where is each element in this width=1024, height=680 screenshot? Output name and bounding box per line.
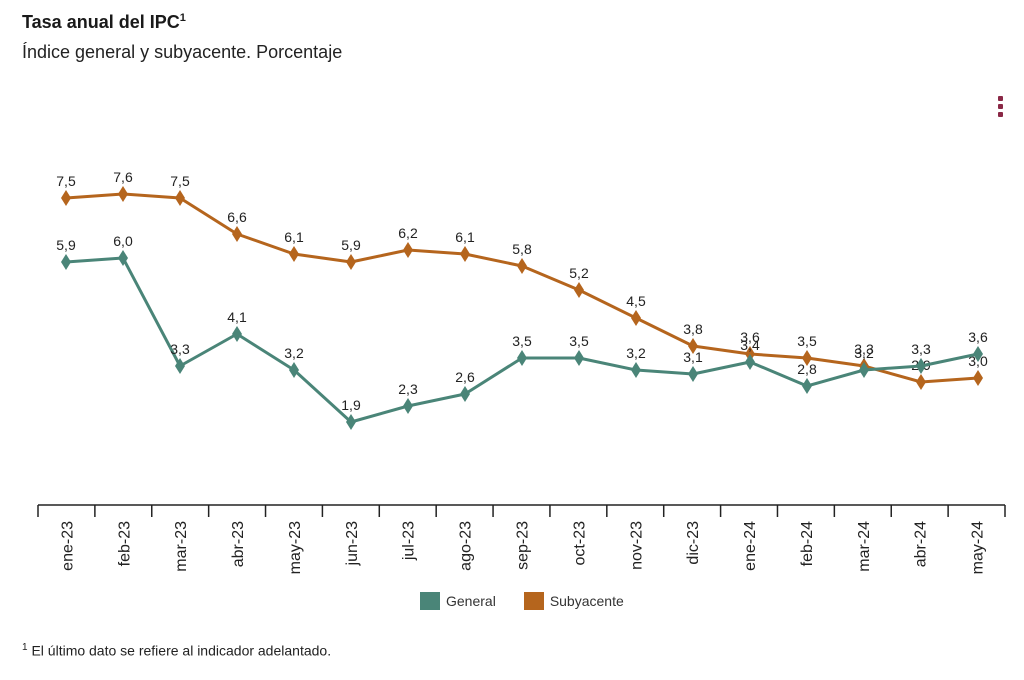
line-chart: ene-23 feb-23 mar-23 abr-23 may-23 jun-23 jul-… [37,169,1006,574]
data-label-subyacente: 3,5 [797,333,817,349]
data-point-general[interactable] [232,326,242,342]
data-point-general[interactable] [859,362,869,378]
data-point-general[interactable] [688,366,698,382]
chart-title: Tasa anual del IPC1 [22,12,186,32]
data-label-general: 2,8 [797,361,817,377]
x-tick-label: jul-23 [401,521,418,561]
data-label-subyacente: 6,2 [398,225,418,241]
data-point-subyacente[interactable] [346,254,356,270]
data-point-general[interactable] [517,350,527,366]
x-tick-label: jun-23 [344,521,361,567]
data-label-subyacente: 3,3 [854,341,874,357]
data-label-general: 1,9 [341,397,361,413]
data-point-subyacente[interactable] [916,374,926,390]
x-tick-label: ago-23 [458,521,475,571]
data-label-general: 3,6 [968,329,988,345]
kebab-menu-icon[interactable] [994,96,1006,122]
data-point-subyacente[interactable] [403,242,413,258]
data-point-general[interactable] [175,358,185,374]
x-tick-label: ene-24 [742,521,759,571]
data-label-subyacente: 6,1 [284,229,304,245]
data-point-subyacente[interactable] [517,258,527,274]
data-point-general[interactable] [802,378,812,394]
data-point-subyacente[interactable] [574,282,584,298]
data-point-general[interactable] [973,346,983,362]
legend: General Subyacente [420,592,624,610]
x-tick-label: abr-23 [230,521,247,567]
data-point-subyacente[interactable] [688,338,698,354]
data-label-subyacente: 5,2 [569,265,589,281]
data-point-subyacente[interactable] [289,246,299,262]
x-tick-label: feb-24 [799,521,816,566]
data-point-general[interactable] [61,254,71,270]
x-tick-label: may-24 [970,521,987,574]
data-point-general[interactable] [346,414,356,430]
data-label-subyacente: 3,6 [740,329,760,345]
x-tick-label: nov-23 [628,521,645,570]
data-label-general: 3,3 [911,341,931,357]
data-label-subyacente: 3,8 [683,321,703,337]
data-label-general: 6,0 [113,233,133,249]
data-point-subyacente[interactable] [631,310,641,326]
legend-swatch-subyacente [523,592,544,610]
x-tick-label: abr-24 [913,521,930,567]
data-label-general: 3,5 [512,333,532,349]
data-label-general: 3,2 [284,345,304,361]
data-label-general: 3,2 [854,345,874,361]
data-point-general[interactable] [118,250,128,266]
x-tick-label: may-23 [287,521,304,574]
data-point-general[interactable] [289,362,299,378]
data-label-subyacente: 5,8 [512,241,532,257]
x-tick-label: dic-23 [685,521,702,565]
x-tick-label: oct-23 [571,521,588,566]
data-label-subyacente: 5,9 [341,237,361,253]
data-point-subyacente[interactable] [118,186,128,202]
data-point-subyacente[interactable] [175,190,185,206]
data-label-general: 5,9 [56,237,76,253]
data-label-general: 3,3 [170,341,190,357]
data-point-subyacente[interactable] [61,190,71,206]
footnote: 1 El último dato se refiere al indicador… [22,642,332,659]
data-point-subyacente[interactable] [232,226,242,242]
data-label-general: 2,6 [455,369,475,385]
data-point-general[interactable] [403,398,413,414]
data-point-subyacente[interactable] [973,370,983,386]
chart-subtitle: Índice general y subyacente. Porcentaje [22,42,343,62]
legend-item-general[interactable]: General [420,592,496,610]
x-tick-label: mar-23 [173,521,190,572]
data-label-general: 3,1 [683,349,703,365]
data-label-subyacente: 7,5 [56,173,76,189]
data-label-subyacente: 7,5 [170,173,190,189]
x-tick-label: feb-23 [116,521,133,566]
legend-item-subyacente[interactable]: Subyacente [523,592,624,610]
data-point-general[interactable] [916,358,926,374]
data-label-subyacente: 6,6 [227,209,247,225]
data-label-general: 3,2 [626,345,646,361]
data-label-general: 3,4 [740,337,760,353]
data-label-subyacente: 7,6 [113,169,133,185]
data-point-general[interactable] [631,362,641,378]
data-point-subyacente[interactable] [460,246,470,262]
x-tick-label: sep-23 [515,521,532,570]
data-point-general[interactable] [745,354,755,370]
data-point-general[interactable] [574,350,584,366]
data-label-general: 3,5 [569,333,589,349]
data-point-subyacente[interactable] [802,350,812,366]
data-label-subyacente: 4,5 [626,293,646,309]
data-label-general: 2,3 [398,381,418,397]
data-label-general: 4,1 [227,309,247,325]
legend-swatch-general [420,592,440,610]
legend-label-general: General [446,593,496,609]
data-point-general[interactable] [460,386,470,402]
x-tick-label: ene-23 [59,521,76,571]
legend-label-subyacente: Subyacente [549,593,624,609]
x-tick-label: mar-24 [856,521,873,572]
data-label-subyacente: 6,1 [455,229,475,245]
